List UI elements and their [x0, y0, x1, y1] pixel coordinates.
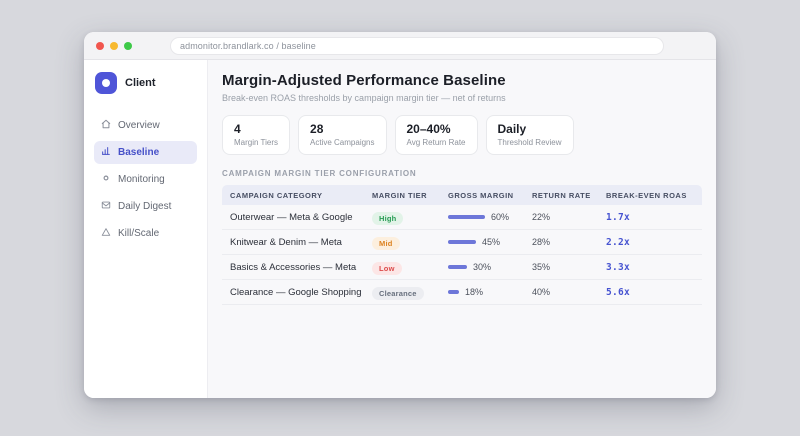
cell-category: Basics & Accessories — Meta: [230, 261, 357, 273]
stat-cards: 4 Margin Tiers 28 Active Campaigns 20–40…: [222, 115, 702, 155]
stat-value: 28: [310, 122, 324, 136]
gross-margin-bar: [448, 265, 467, 269]
column-header-gross-margin: GROSS MARGIN: [448, 190, 514, 200]
browser-chrome: admonitor.brandlark.co / baseline: [84, 32, 716, 60]
stat-card-avg-return-rate: 20–40% Avg Return Rate: [394, 115, 478, 155]
url-text: admonitor.brandlark.co / baseline: [180, 40, 316, 51]
sidebar-item-label: Baseline: [118, 147, 160, 158]
gross-margin-bar: [448, 240, 476, 244]
tier-badge: Low: [372, 262, 402, 275]
column-header-breakeven-roas: BREAK-EVEN ROAS: [606, 190, 687, 200]
stat-label: Avg Return Rate: [406, 138, 466, 147]
cell-category: Outerwear — Meta & Google: [230, 211, 353, 223]
margin-tier-table: CAMPAIGN CATEGORY MARGIN TIER GROSS MARG…: [222, 185, 702, 305]
triangle-icon: [101, 227, 111, 240]
table-row[interactable]: Outerwear — Meta & Google High 60% 22% 1…: [222, 205, 702, 230]
column-header-return-rate: RETURN RATE: [532, 190, 591, 200]
sidebar-item-kill-scale[interactable]: Kill/Scale: [94, 222, 197, 245]
sidebar-item-label: Daily Digest: [118, 201, 172, 212]
stat-label: Margin Tiers: [234, 138, 279, 147]
cell-return-rate: 40%: [532, 287, 551, 297]
cell-return-rate: 28%: [532, 237, 551, 247]
stat-value: 4: [234, 122, 241, 136]
table-header: CAMPAIGN CATEGORY MARGIN TIER GROSS MARG…: [222, 185, 702, 205]
cell-return-rate: 22%: [532, 212, 551, 222]
brand: Client: [94, 72, 197, 94]
mail-icon: [101, 200, 111, 213]
column-header-margin-tier: MARGIN TIER: [372, 190, 428, 200]
url-bar[interactable]: admonitor.brandlark.co / baseline: [170, 36, 664, 55]
cell-gross-margin: 60%: [491, 212, 510, 222]
cell-category: Knitwear & Denim — Meta: [230, 236, 342, 248]
column-header-campaign-category: CAMPAIGN CATEGORY: [230, 190, 323, 200]
cell-breakeven-roas: 1.7x: [606, 211, 631, 223]
cell-gross-margin: 18%: [465, 287, 484, 297]
sidebar-item-label: Monitoring: [118, 174, 165, 185]
maximize-window-icon[interactable]: [124, 41, 132, 50]
cell-breakeven-roas: 5.6x: [606, 286, 631, 298]
stat-card-margin-tiers: 4 Margin Tiers: [222, 115, 291, 155]
stat-card-active-campaigns: 28 Active Campaigns: [298, 115, 387, 155]
tier-badge: Mid: [372, 237, 400, 250]
bar-chart-icon: [101, 146, 111, 159]
table-row[interactable]: Basics & Accessories — Meta Low 30% 35% …: [222, 255, 702, 280]
sidebar-item-daily-digest[interactable]: Daily Digest: [94, 195, 197, 218]
stat-label: Threshold Review: [497, 138, 562, 147]
cell-breakeven-roas: 3.3x: [606, 261, 631, 273]
table-row[interactable]: Knitwear & Denim — Meta Mid 45% 28% 2.2x: [222, 230, 702, 255]
sidebar-item-label: Overview: [118, 120, 160, 131]
sidebar-nav: Overview Baseline Monitoring: [94, 114, 197, 245]
brand-name: Client: [125, 77, 156, 89]
cell-category: Clearance — Google Shopping: [230, 286, 362, 298]
stat-value: Daily: [497, 122, 527, 136]
sidebar-item-label: Kill/Scale: [118, 228, 160, 239]
traffic-lights: [96, 41, 132, 50]
stat-card-threshold-review: Daily Threshold Review: [485, 115, 574, 155]
cell-return-rate: 35%: [532, 262, 551, 272]
section-label: CAMPAIGN MARGIN TIER CONFIGURATION: [222, 169, 417, 178]
main-content: Margin-Adjusted Performance Baseline Bre…: [208, 60, 716, 398]
page-title: Margin-Adjusted Performance Baseline: [222, 72, 506, 89]
client-logo-icon: [95, 72, 117, 94]
minimize-window-icon[interactable]: [110, 41, 118, 50]
cell-breakeven-roas: 2.2x: [606, 236, 631, 248]
stat-value: 20–40%: [406, 122, 451, 136]
sidebar-item-monitoring[interactable]: Monitoring: [94, 168, 197, 191]
tier-badge: High: [372, 212, 404, 225]
cell-gross-margin: 30%: [473, 262, 492, 272]
tier-badge: Clearance: [372, 287, 424, 300]
sidebar-item-baseline[interactable]: Baseline: [94, 141, 197, 164]
dot-icon: [101, 173, 111, 186]
gross-margin-bar: [448, 290, 459, 294]
close-window-icon[interactable]: [96, 41, 104, 50]
sidebar: Client Overview Baseline: [84, 60, 208, 398]
page-subtitle: Break-even ROAS thresholds by campaign m…: [222, 93, 506, 103]
cell-gross-margin: 45%: [482, 237, 501, 247]
table-row[interactable]: Clearance — Google Shopping Clearance 18…: [222, 280, 702, 305]
gross-margin-bar: [448, 215, 485, 219]
sidebar-item-overview[interactable]: Overview: [94, 114, 197, 137]
home-icon: [101, 119, 111, 132]
stat-label: Active Campaigns: [310, 138, 375, 147]
browser-window: admonitor.brandlark.co / baseline Client…: [84, 32, 716, 398]
